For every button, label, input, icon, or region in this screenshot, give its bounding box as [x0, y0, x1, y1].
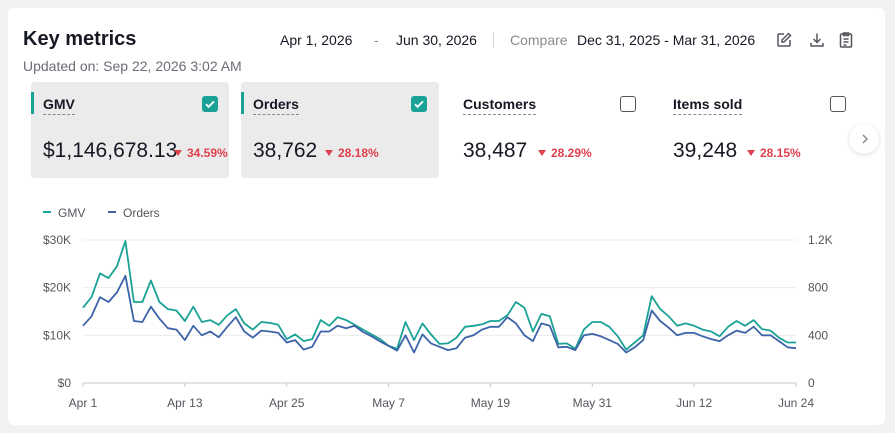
metric-checkbox[interactable]: [411, 96, 427, 112]
legend-item-gmv[interactable]: GMV: [43, 206, 85, 220]
metric-change-value: 28.15%: [760, 146, 801, 160]
metric-change-value: 28.29%: [551, 146, 592, 160]
metric-change: 28.15%: [747, 146, 801, 160]
clipboard-icon[interactable]: [837, 31, 855, 49]
metric-change: 28.18%: [325, 146, 379, 160]
download-icon[interactable]: [808, 31, 826, 49]
check-icon: [414, 100, 424, 109]
check-icon: [205, 100, 215, 109]
metric-checkbox[interactable]: [830, 96, 846, 112]
compare-range[interactable]: Dec 31, 2025 - Mar 31, 2026: [577, 32, 756, 48]
metric-value: $1,146,678.13: [43, 139, 178, 162]
decrease-arrow-icon: [538, 150, 546, 156]
metric-card-orders[interactable]: Orders 38,762 28.18%: [241, 82, 439, 178]
decrease-arrow-icon: [747, 150, 755, 156]
legend-swatch: [43, 211, 51, 213]
metric-label: GMV: [43, 96, 75, 115]
page-title: Key metrics: [23, 28, 137, 50]
metric-accent-bar: [241, 92, 244, 114]
legend-item-orders[interactable]: Orders: [108, 206, 160, 220]
edit-icon[interactable]: [775, 31, 793, 49]
metric-card-gmv[interactable]: GMV $1,146,678.13 34.59%: [31, 82, 229, 178]
metric-label: Items sold: [673, 96, 743, 115]
metric-value: 38,487: [463, 139, 528, 162]
decrease-arrow-icon: [325, 150, 333, 156]
metric-change: 28.29%: [538, 146, 592, 160]
key-metrics-card: [8, 8, 885, 425]
legend-swatch: [108, 211, 116, 213]
metric-checkbox[interactable]: [202, 96, 218, 112]
metric-label: Orders: [253, 96, 299, 115]
metric-change: 34.59%: [174, 146, 229, 160]
chevron-right-icon: [862, 134, 869, 144]
date-start[interactable]: Apr 1, 2026: [280, 32, 353, 48]
metric-card-customers[interactable]: Customers 38,487 28.29%: [451, 82, 649, 178]
compare-label: Compare: [510, 32, 568, 48]
metric-card-items-sold[interactable]: Items sold 39,248 28.15%: [661, 82, 859, 178]
metric-accent-bar: [31, 92, 34, 114]
metric-value: 39,248: [673, 139, 738, 162]
legend-label: Orders: [123, 206, 160, 220]
next-metrics-button[interactable]: [849, 124, 879, 154]
divider: [493, 32, 494, 48]
metric-checkbox[interactable]: [620, 96, 636, 112]
metric-change-value: 28.18%: [338, 146, 379, 160]
metric-change-value: 34.59%: [187, 146, 228, 160]
legend-label: GMV: [58, 206, 86, 220]
date-separator: -: [374, 32, 379, 48]
decrease-arrow-icon: [174, 150, 182, 156]
metric-label: Customers: [463, 96, 537, 115]
updated-timestamp: Updated on: Sep 22, 2026 3:02 AM: [23, 58, 242, 74]
metric-value: 38,762: [253, 139, 318, 162]
date-end[interactable]: Jun 30, 2026: [396, 32, 477, 48]
